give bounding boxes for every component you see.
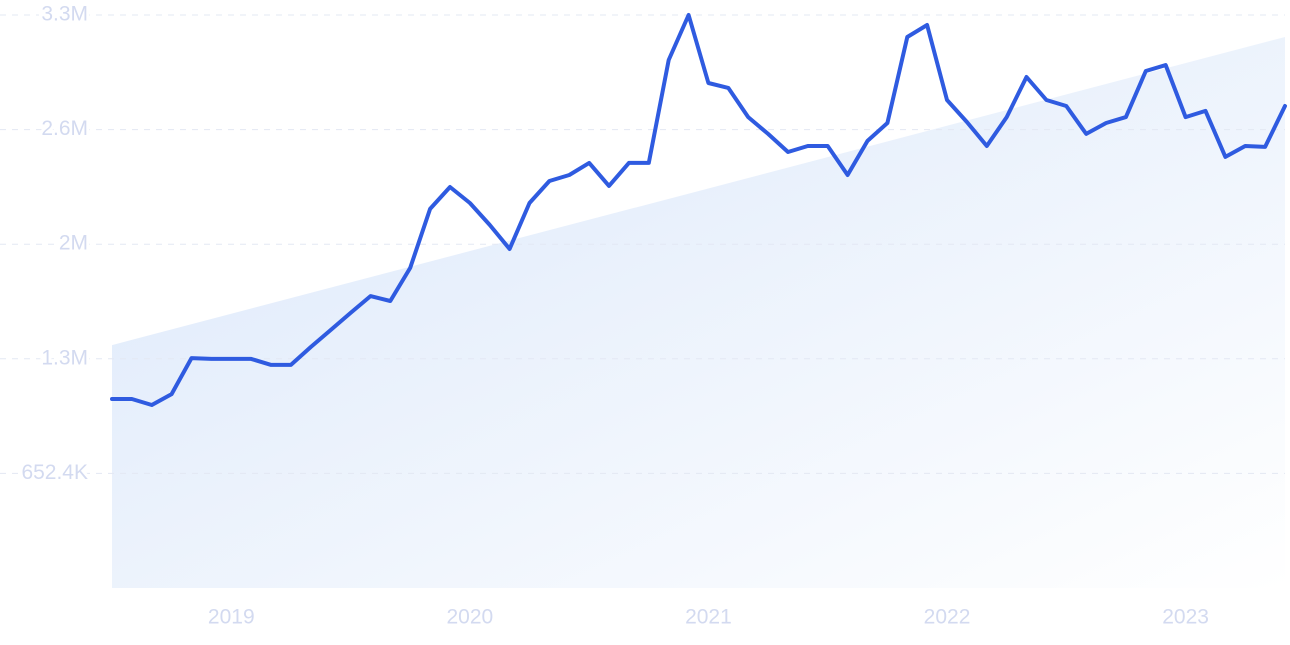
- x-tick-label: 2019: [208, 606, 255, 629]
- x-tick-label: 2021: [685, 606, 732, 629]
- x-tick-label: 2023: [1162, 606, 1209, 629]
- x-tick-label: 2020: [447, 606, 494, 629]
- y-tick-label: 2.6M: [41, 117, 88, 140]
- y-tick-label: 1.3M: [41, 346, 88, 369]
- line: [110, 13, 1287, 407]
- x-tick-label: 2022: [924, 606, 971, 629]
- trend-area: [112, 36, 1285, 588]
- y-tick-label: 2M: [59, 232, 88, 255]
- y-tick-label: 652.4K: [21, 461, 88, 484]
- y-tick-label: 3.3M: [41, 3, 88, 26]
